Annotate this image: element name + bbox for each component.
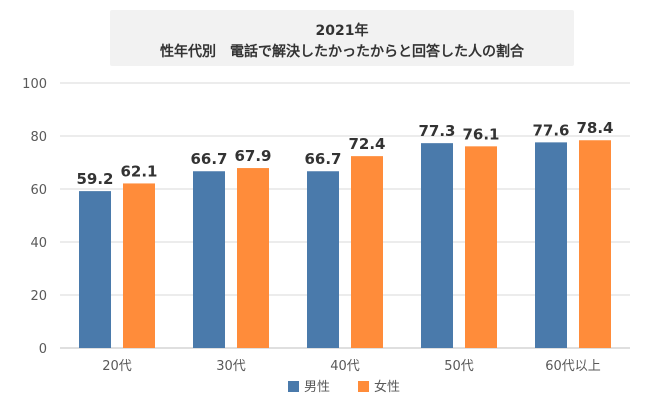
data-label: 67.9 [234, 147, 271, 165]
category-label: 50代 [444, 359, 474, 374]
y-tick-label: 0 [39, 342, 47, 357]
y-tick-label: 100 [22, 77, 47, 92]
legend-swatch [288, 381, 299, 392]
y-axis-ticks: 0 20 40 60 80 100 [22, 77, 47, 357]
chart-title-box: 2021年 性年代別 電話で解決したかったからと回答した人の割合 [110, 10, 574, 66]
y-tick-label: 20 [30, 289, 47, 304]
bar-female [351, 156, 383, 348]
data-label: 59.2 [76, 170, 113, 188]
category-label: 60代以上 [545, 359, 601, 374]
data-label: 78.4 [576, 119, 613, 137]
x-axis-categories: 20代 30代 40代 50代 60代以上 [102, 359, 601, 374]
data-label: 62.1 [120, 162, 157, 180]
category-label: 20代 [102, 359, 132, 374]
bar-female [465, 146, 497, 348]
data-label: 66.7 [304, 150, 341, 168]
legend-label: 女性 [374, 379, 400, 395]
bar-female [123, 183, 155, 348]
legend: 男性 女性 [288, 379, 400, 395]
bar-male [535, 142, 567, 348]
bar-female [579, 140, 611, 348]
legend-label: 男性 [304, 380, 330, 395]
data-label: 66.7 [190, 150, 227, 168]
y-tick-label: 40 [30, 236, 47, 251]
bar-female [237, 168, 269, 348]
category-label: 30代 [216, 359, 246, 374]
data-labels: 59.2 62.1 66.7 67.9 66.7 72.4 77.3 76.1 77.6 78.4 [76, 119, 613, 188]
bar-male [79, 191, 111, 348]
bar-male [307, 171, 339, 348]
chart-title-line-1: 2021年 [315, 23, 369, 39]
data-label: 72.4 [348, 135, 385, 153]
y-tick-label: 60 [30, 183, 47, 198]
data-label: 77.6 [532, 121, 569, 139]
category-label: 40代 [330, 359, 360, 374]
data-label: 77.3 [418, 122, 455, 140]
bars [79, 140, 611, 348]
bar-male [193, 171, 225, 348]
legend-swatch [358, 381, 369, 392]
y-tick-label: 80 [30, 130, 47, 145]
chart-title-line-2: 性年代別 電話で解決したかったからと回答した人の割合 [160, 44, 524, 60]
bar-male [421, 143, 453, 348]
data-label: 76.1 [462, 125, 499, 143]
